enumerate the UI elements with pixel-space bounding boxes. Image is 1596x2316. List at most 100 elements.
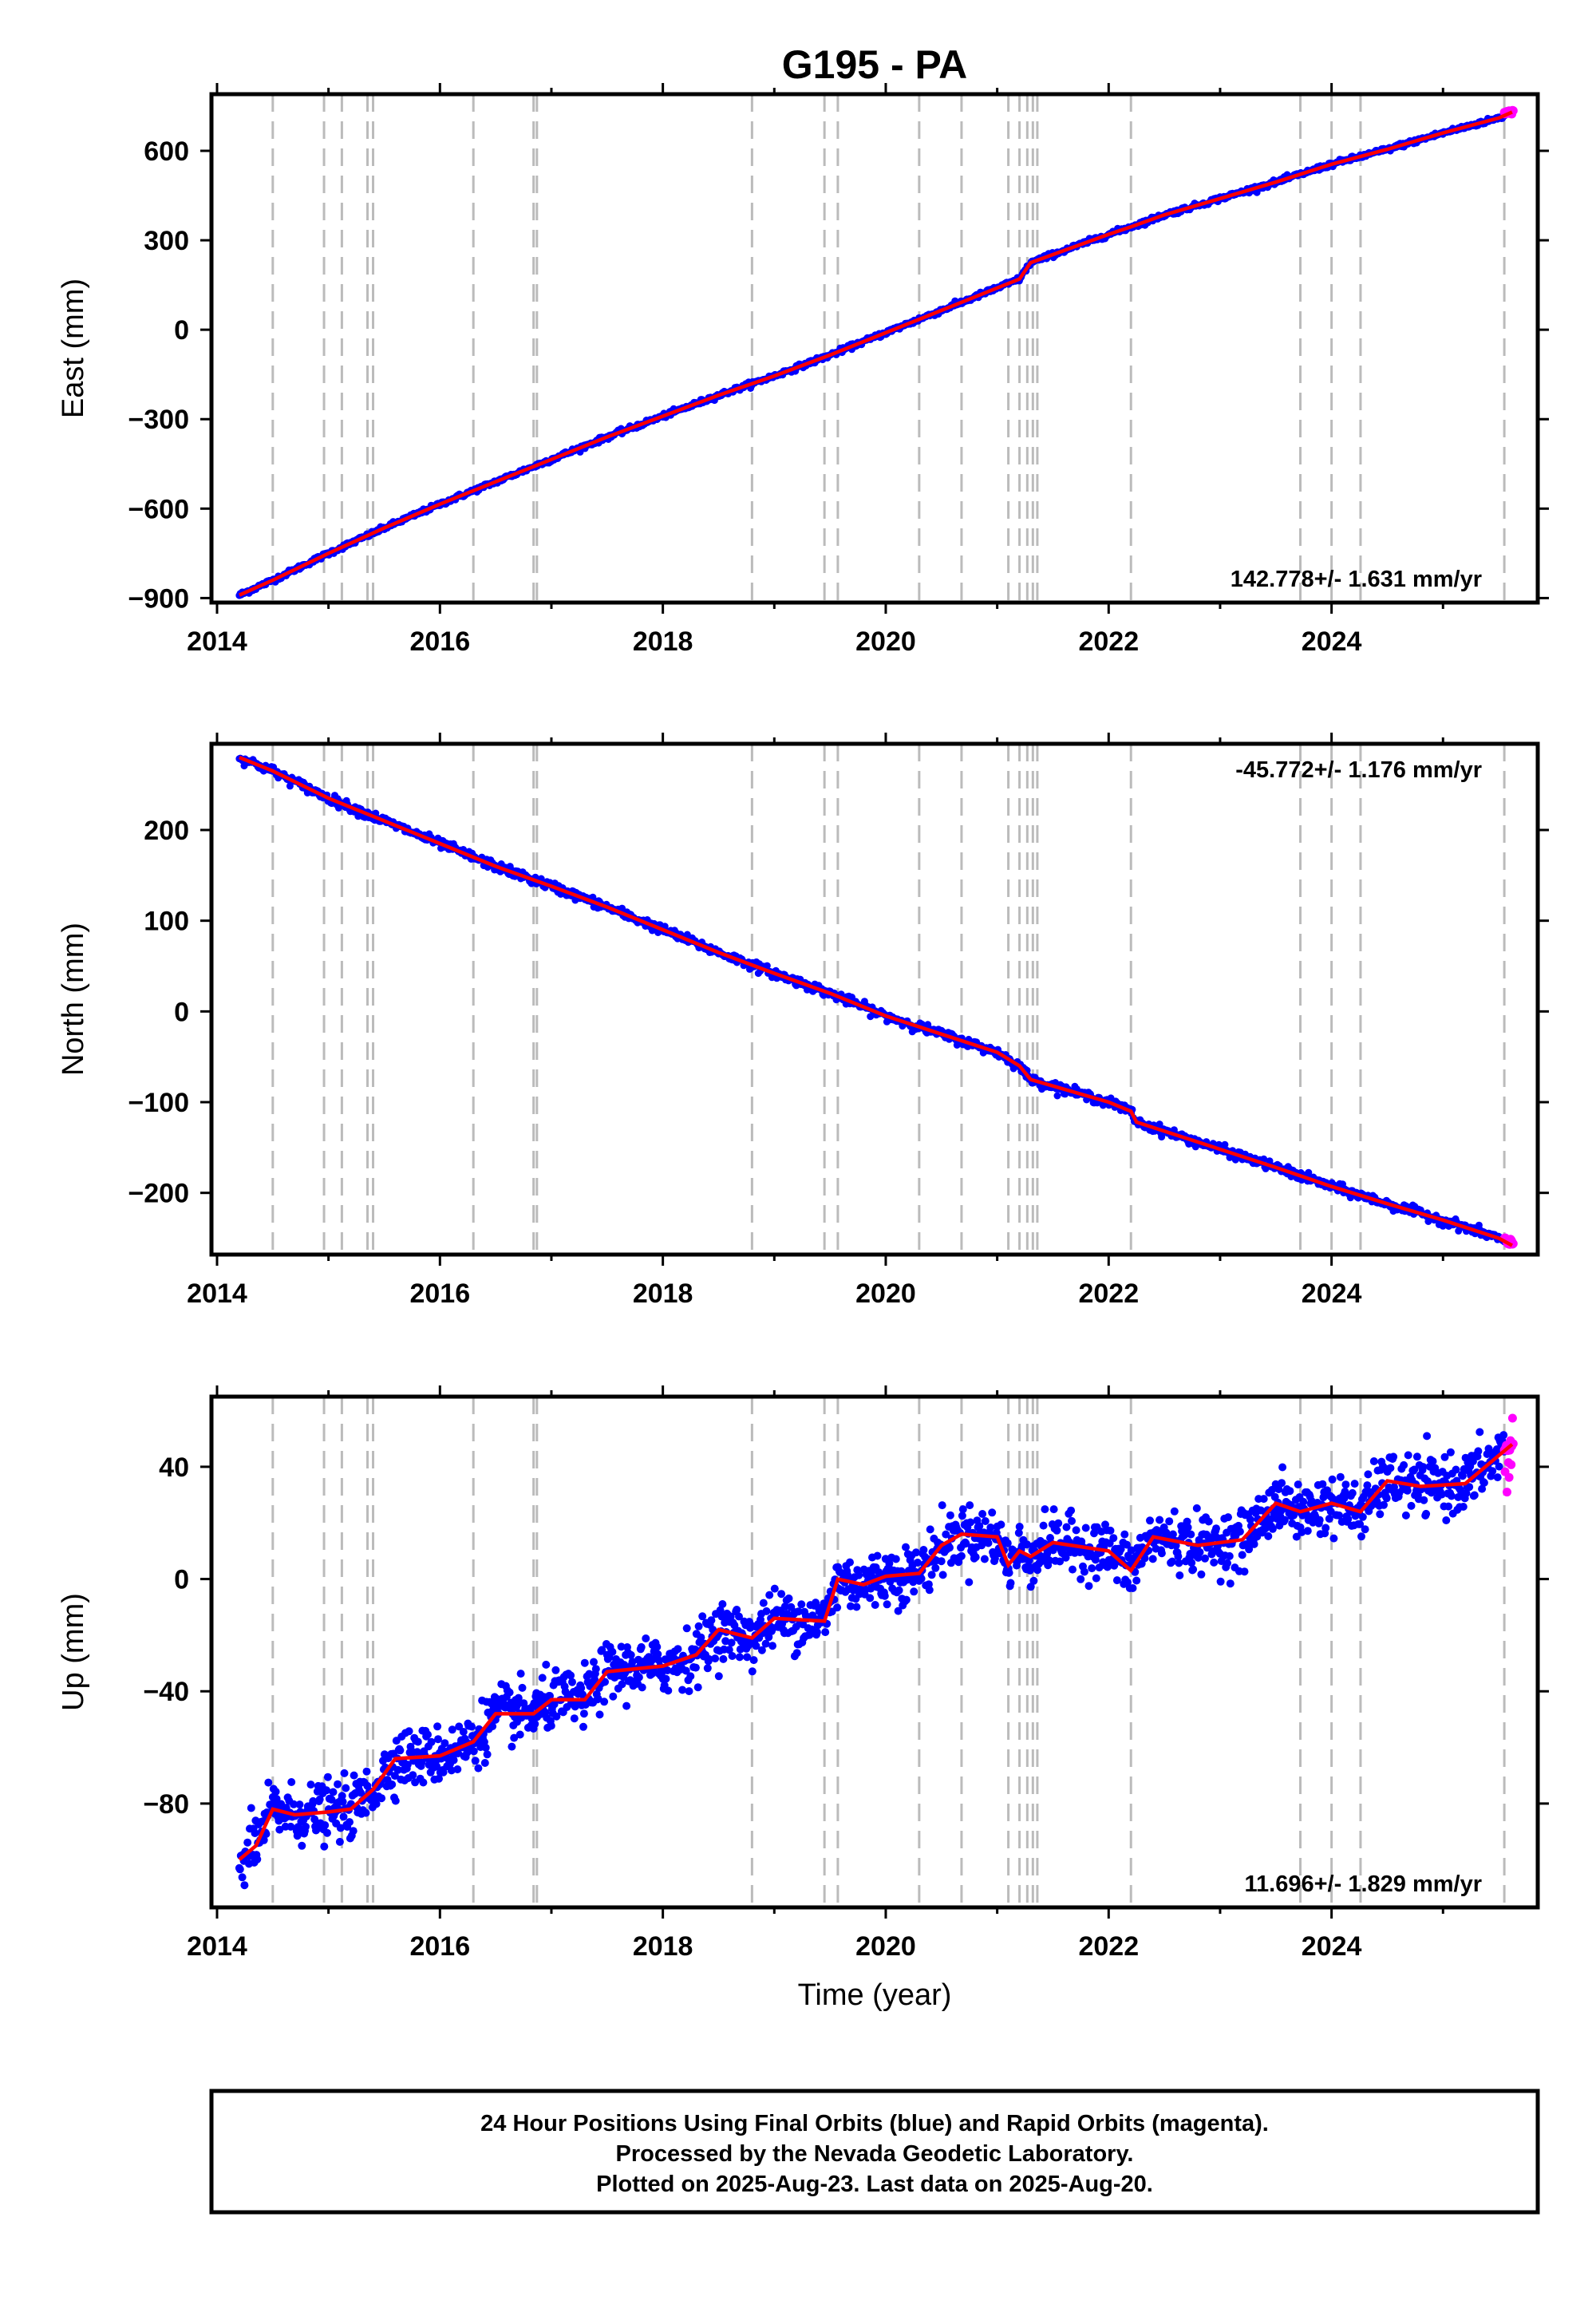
- data-point: [757, 1646, 766, 1654]
- data-point: [338, 1797, 347, 1806]
- data-point: [488, 1722, 497, 1731]
- data-point: [1423, 1432, 1432, 1441]
- data-point: [1235, 1528, 1244, 1536]
- data-point: [1212, 1524, 1220, 1533]
- data-point: [306, 1780, 315, 1789]
- data-point: [516, 1670, 525, 1678]
- data-point: [678, 1686, 687, 1694]
- data-point: [1238, 1551, 1246, 1559]
- data-point: [1259, 1495, 1268, 1504]
- data-point: [866, 1594, 875, 1603]
- data-point: [622, 1701, 631, 1710]
- data-point: [697, 1633, 705, 1642]
- data-point: [1458, 1472, 1467, 1480]
- x-tick-label: 2016: [409, 1279, 470, 1309]
- data-point: [327, 1796, 336, 1804]
- rapid-data-point: [1503, 1488, 1511, 1497]
- data-point: [459, 1728, 468, 1736]
- data-point: [618, 1680, 626, 1689]
- data-point: [925, 1586, 934, 1595]
- data-point: [1174, 1552, 1183, 1561]
- y-tick-label: 300: [144, 226, 189, 256]
- data-point: [1336, 1472, 1345, 1481]
- data-point: [938, 1501, 946, 1510]
- data-point: [1067, 1506, 1076, 1515]
- data-point: [852, 1603, 861, 1611]
- data-point: [396, 1746, 405, 1755]
- data-point: [1499, 1431, 1508, 1440]
- data-point: [259, 1836, 268, 1844]
- data-point: [372, 1800, 381, 1808]
- data-point: [439, 1768, 448, 1777]
- data-point: [735, 1653, 744, 1662]
- data-point: [601, 1678, 609, 1686]
- data-point: [1376, 1510, 1385, 1519]
- data-point: [962, 1539, 970, 1548]
- data-point: [1226, 1579, 1235, 1588]
- data-point: [1072, 1526, 1080, 1535]
- data-point: [984, 1539, 993, 1547]
- data-point: [424, 1730, 432, 1739]
- data-point: [419, 1778, 428, 1787]
- data-point: [1344, 1515, 1353, 1524]
- y-tick-label: 600: [144, 136, 189, 167]
- data-point: [1192, 1504, 1201, 1512]
- x-axis-title: Time (year): [798, 1978, 952, 2012]
- data-point: [942, 1530, 950, 1539]
- data-point: [938, 1571, 947, 1579]
- data-point: [339, 1812, 348, 1821]
- rapid-data-point: [1504, 1472, 1514, 1482]
- data-point: [1123, 1540, 1132, 1549]
- x-tick-label: 2024: [1302, 1931, 1362, 1962]
- x-tick-label: 2020: [855, 1931, 916, 1962]
- data-point: [391, 1796, 400, 1805]
- data-point: [997, 1520, 1005, 1529]
- data-point: [1419, 1463, 1428, 1472]
- data-point: [1286, 1487, 1294, 1496]
- up-panel: 2014 2016 2018 2020 2022 2024 −80 −40 0 40 Up (mm)…: [57, 1385, 1549, 1962]
- data-point: [1447, 1492, 1456, 1500]
- data-point: [598, 1646, 606, 1654]
- y-tick-label: 100: [144, 907, 189, 937]
- data-point: [591, 1665, 600, 1674]
- data-point: [681, 1666, 690, 1675]
- y-tick-label: −40: [143, 1677, 189, 1707]
- data-point: [768, 1642, 776, 1650]
- data-point: [538, 1674, 547, 1682]
- data-point: [238, 1873, 247, 1882]
- data-point: [718, 1600, 727, 1608]
- data-point: [1495, 1462, 1503, 1471]
- data-point: [770, 1584, 779, 1593]
- data-point: [1091, 1555, 1100, 1564]
- x-tick-label: 2014: [187, 1931, 247, 1962]
- footer-line-1: 24 Hour Positions Using Final Orbits (bl…: [480, 2111, 1269, 2136]
- data-point: [600, 1697, 609, 1706]
- data-point: [1305, 1168, 1313, 1176]
- data-point: [1146, 1516, 1154, 1525]
- data-point: [1084, 1582, 1093, 1591]
- data-point: [1315, 1516, 1324, 1524]
- data-point: [1106, 1526, 1115, 1535]
- data-point: [957, 1551, 966, 1560]
- data-point: [1171, 1541, 1180, 1550]
- data-point: [302, 1822, 310, 1831]
- data-point: [253, 1855, 262, 1863]
- data-point: [1165, 1517, 1174, 1526]
- data-point: [1183, 1523, 1192, 1531]
- data-point: [686, 1672, 695, 1681]
- data-point: [1043, 1550, 1052, 1558]
- data-point: [1328, 1475, 1337, 1484]
- event-lines: [271, 744, 1506, 1255]
- data-point: [637, 1642, 646, 1651]
- data-point: [453, 1765, 462, 1773]
- data-point: [917, 1575, 926, 1583]
- data-point: [471, 1757, 480, 1765]
- data-point: [1364, 1470, 1373, 1479]
- plot-frame: [209, 1394, 1540, 1910]
- data-point: [691, 1663, 700, 1672]
- data-point: [1410, 1465, 1419, 1474]
- x-tick-label: 2022: [1078, 626, 1139, 657]
- data-point: [251, 1829, 259, 1837]
- data-point: [1309, 1518, 1317, 1527]
- data-point: [1412, 1452, 1421, 1461]
